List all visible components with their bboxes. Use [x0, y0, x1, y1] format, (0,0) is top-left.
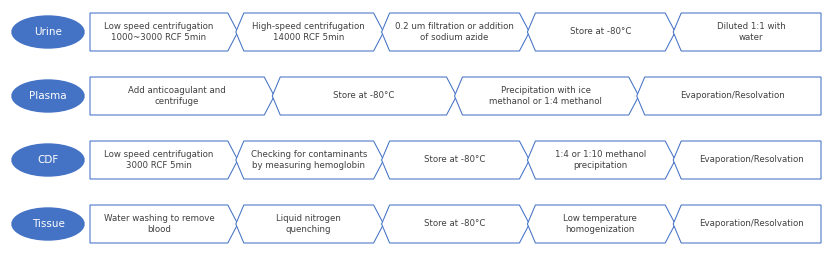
Polygon shape: [455, 77, 638, 115]
Polygon shape: [381, 13, 529, 51]
Polygon shape: [528, 205, 675, 243]
Polygon shape: [236, 205, 384, 243]
Text: Store at -80°C: Store at -80°C: [332, 91, 394, 101]
Text: Store at -80°C: Store at -80°C: [423, 155, 485, 165]
Polygon shape: [236, 141, 384, 179]
Text: Add anticoagulant and
centrifuge: Add anticoagulant and centrifuge: [128, 86, 226, 106]
Text: Tissue: Tissue: [31, 219, 65, 229]
Text: Store at -80°C: Store at -80°C: [423, 219, 485, 229]
Polygon shape: [673, 13, 821, 51]
Polygon shape: [637, 77, 821, 115]
Polygon shape: [528, 141, 675, 179]
Polygon shape: [673, 205, 821, 243]
Polygon shape: [528, 13, 675, 51]
Text: Water washing to remove
blood: Water washing to remove blood: [103, 214, 214, 234]
Polygon shape: [381, 141, 529, 179]
Ellipse shape: [12, 144, 84, 176]
Text: Urine: Urine: [34, 27, 62, 37]
Polygon shape: [90, 77, 275, 115]
Text: Plasma: Plasma: [29, 91, 67, 101]
Text: CDF: CDF: [37, 155, 59, 165]
Text: Low temperature
homogenization: Low temperature homogenization: [563, 214, 638, 234]
Text: Low speed centrifugation
3000 RCF 5min: Low speed centrifugation 3000 RCF 5min: [104, 150, 213, 170]
Text: Evaporation/Resolvation: Evaporation/Resolvation: [699, 155, 804, 165]
Polygon shape: [236, 13, 384, 51]
Text: Checking for contaminants
by measuring hemoglobin: Checking for contaminants by measuring h…: [251, 150, 367, 170]
Text: Diluted 1:1 with
water: Diluted 1:1 with water: [717, 22, 786, 42]
Text: 0.2 um filtration or addition
of sodium azide: 0.2 um filtration or addition of sodium …: [395, 22, 514, 42]
Text: Evaporation/Resolvation: Evaporation/Resolvation: [681, 91, 786, 101]
Text: Low speed centrifugation
1000~3000 RCF 5min: Low speed centrifugation 1000~3000 RCF 5…: [104, 22, 213, 42]
Text: Store at -80°C: Store at -80°C: [570, 27, 631, 37]
Polygon shape: [90, 141, 238, 179]
Ellipse shape: [12, 208, 84, 240]
Text: Evaporation/Resolvation: Evaporation/Resolvation: [699, 219, 804, 229]
Text: Liquid nitrogen
quenching: Liquid nitrogen quenching: [276, 214, 342, 234]
Ellipse shape: [12, 80, 84, 112]
Polygon shape: [381, 205, 529, 243]
Ellipse shape: [12, 16, 84, 48]
Text: 1:4 or 1:10 methanol
precipitation: 1:4 or 1:10 methanol precipitation: [555, 150, 646, 170]
Polygon shape: [272, 77, 457, 115]
Polygon shape: [90, 205, 238, 243]
Polygon shape: [90, 13, 238, 51]
Text: High-speed centrifugation
14000 RCF 5min: High-speed centrifugation 14000 RCF 5min: [252, 22, 365, 42]
Text: Precipitation with ice
methanol or 1:4 methanol: Precipitation with ice methanol or 1:4 m…: [490, 86, 602, 106]
Polygon shape: [673, 141, 821, 179]
